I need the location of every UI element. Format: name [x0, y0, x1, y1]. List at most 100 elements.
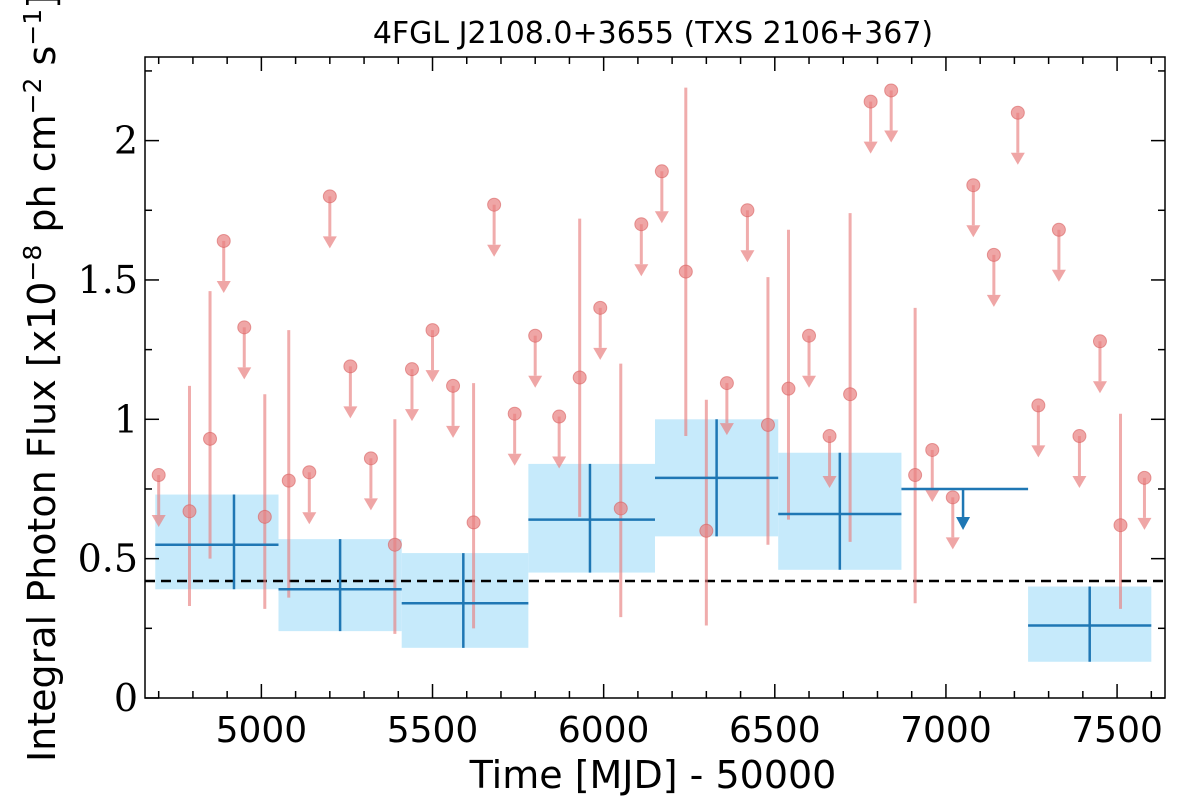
- upper-limit-point: [404, 362, 419, 377]
- upper-limit-point: [343, 359, 358, 374]
- upper-limit-point: [925, 442, 940, 457]
- upper-limit-point: [302, 465, 317, 480]
- plot-frame: [144, 56, 1166, 699]
- upper-limit-point: [363, 451, 378, 466]
- y-tick-label: 0: [114, 676, 138, 720]
- short-bin-point: [843, 387, 858, 402]
- short-bin-point: [466, 515, 481, 530]
- upper-limit-point: [552, 409, 567, 424]
- upper-limit-arrow: [1092, 381, 1107, 394]
- long-bin-ul-arrow: [956, 516, 971, 530]
- short-bin-point: [281, 473, 296, 488]
- upper-limit-point: [884, 83, 899, 98]
- upper-limit-point: [1137, 470, 1152, 485]
- x-axis-label: Time [MJD] - 50000: [469, 753, 837, 797]
- upper-limit-point: [1072, 429, 1087, 444]
- upper-limit-arrow: [528, 375, 543, 388]
- x-tick-label: 6000: [558, 710, 650, 751]
- upper-limit-arrow: [322, 236, 337, 249]
- upper-limit-arrow: [740, 250, 755, 263]
- x-tick-label: 7000: [900, 710, 992, 751]
- plot-area: [145, 83, 1165, 662]
- short-bin-point: [572, 370, 587, 385]
- upper-limit-arrow: [302, 512, 317, 525]
- upper-limit-arrow: [863, 141, 878, 154]
- upper-limit-arrow: [802, 375, 817, 388]
- upper-limit-arrow: [986, 294, 1001, 307]
- upper-limit-arrow: [425, 370, 440, 383]
- upper-limit-arrow: [822, 476, 837, 489]
- upper-limit-arrow: [487, 244, 502, 257]
- x-tick-label: 6500: [729, 710, 821, 751]
- upper-limit-arrow: [343, 406, 358, 419]
- upper-limit-point: [1010, 105, 1025, 120]
- upper-limit-point: [446, 378, 461, 393]
- y-tick-label: 0.5: [78, 537, 138, 581]
- short-bin-point: [1113, 518, 1128, 533]
- upper-limit-point: [802, 328, 817, 343]
- upper-limit-arrow: [446, 425, 461, 438]
- upper-limit-point: [740, 203, 755, 218]
- short-bin-point: [908, 468, 923, 483]
- chart-title: 4FGL J2108.0+3655 (TXS 2106+367): [373, 16, 933, 51]
- upper-limit-arrow: [1051, 269, 1066, 282]
- upper-limit-arrow: [237, 367, 252, 380]
- upper-limit-point: [863, 94, 878, 109]
- upper-limit-arrow: [654, 211, 669, 224]
- upper-limit-arrow: [1072, 476, 1087, 489]
- upper-limit-point: [507, 406, 522, 421]
- upper-limit-arrow: [945, 537, 960, 550]
- upper-limit-point: [322, 189, 337, 204]
- short-bin-point: [387, 537, 402, 552]
- upper-limit-arrow: [884, 130, 899, 143]
- upper-limit-point: [487, 197, 502, 212]
- upper-limit-arrow: [925, 489, 940, 502]
- y-axis-label: Integral Photon Flux [x10−8 ph cm−2 s−1]: [18, 0, 64, 762]
- x-tick-label: 5500: [387, 710, 479, 751]
- upper-limit-point: [945, 490, 960, 505]
- upper-limit-arrow: [1031, 445, 1046, 458]
- short-bin-point: [760, 417, 775, 432]
- upper-limit-point: [528, 328, 543, 343]
- upper-limit-point: [719, 376, 734, 391]
- upper-limit-arrow: [1010, 152, 1025, 165]
- upper-limit-point: [654, 164, 669, 179]
- short-bin-point: [257, 509, 272, 524]
- upper-limit-arrow: [216, 280, 231, 293]
- upper-limit-point: [966, 178, 981, 193]
- upper-limit-point: [237, 320, 252, 335]
- y-tick-label: 1.5: [78, 258, 138, 302]
- upper-limit-point: [1051, 222, 1066, 237]
- upper-limit-point: [986, 247, 1001, 262]
- upper-limit-arrow: [404, 409, 419, 422]
- upper-limit-arrow: [507, 453, 522, 466]
- short-bin-point: [678, 264, 693, 279]
- upper-limit-point: [1092, 334, 1107, 349]
- upper-limit-point: [216, 233, 231, 248]
- upper-limit-arrow: [151, 515, 166, 528]
- upper-limit-point: [593, 300, 608, 315]
- short-bin-point: [613, 501, 628, 516]
- long-bin-band: [528, 463, 655, 573]
- upper-limit-arrow: [593, 347, 608, 360]
- long-bin-band: [155, 494, 279, 590]
- upper-limit-point: [151, 468, 166, 483]
- short-bin-point: [203, 431, 218, 446]
- upper-limit-point: [425, 323, 440, 338]
- long-bin-band: [401, 553, 529, 648]
- upper-limit-point: [634, 217, 649, 232]
- short-bin-point: [182, 504, 197, 519]
- upper-limit-arrow: [719, 423, 734, 436]
- x-tick-label: 7500: [1071, 710, 1163, 751]
- x-tick-label: 5000: [216, 710, 308, 751]
- axis-ticks: 5000 5500 6000 6500 7000 7500 0 0.5 1 1.5 2: [78, 57, 1165, 751]
- y-tick-label: 1: [114, 397, 138, 441]
- short-bin-point: [699, 523, 714, 538]
- upper-limit-point: [1031, 398, 1046, 413]
- upper-limit-arrow: [1137, 517, 1152, 530]
- short-bin-point: [781, 381, 796, 396]
- upper-limit-arrow: [363, 498, 378, 511]
- upper-limit-arrow: [966, 225, 981, 238]
- upper-limit-arrow: [634, 264, 649, 277]
